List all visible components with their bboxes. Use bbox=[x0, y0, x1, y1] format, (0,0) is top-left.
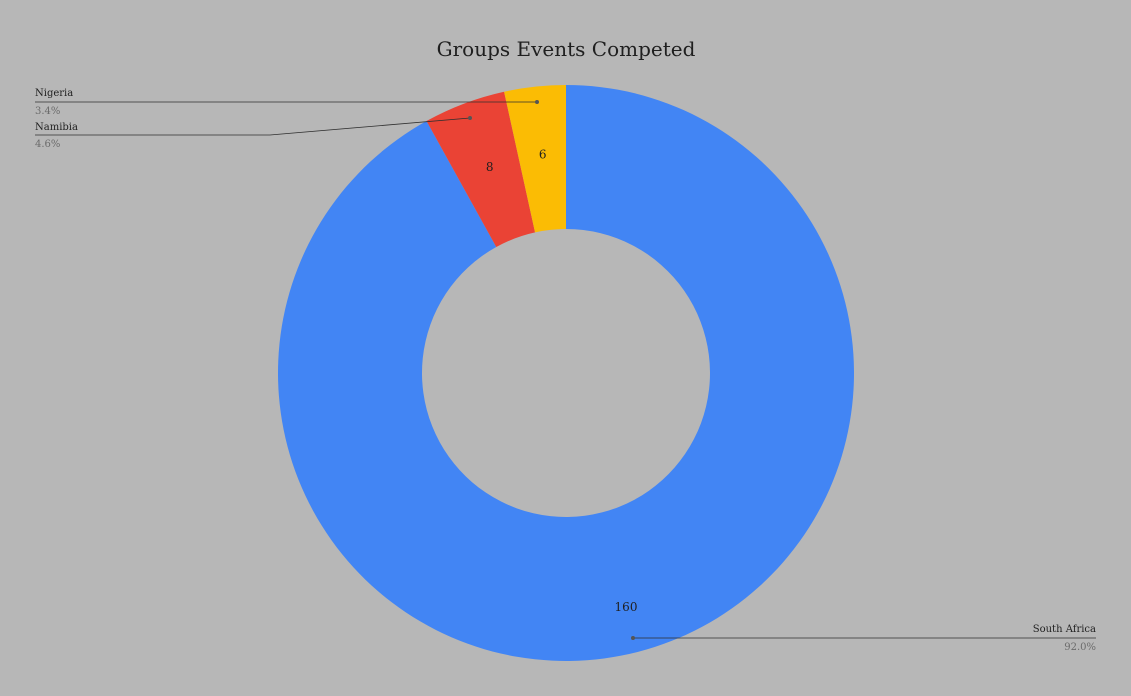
slice-callouts: South Africa 92.0% Namibia 4.6% Nigeria 3.4% bbox=[35, 88, 1096, 653]
callout-label-nigeria: Nigeria bbox=[35, 88, 73, 99]
chart-title: Groups Events Competed bbox=[437, 37, 696, 61]
callout-percent-south-africa: 92.0% bbox=[1064, 642, 1096, 653]
slice-value-labels: 160 8 6 bbox=[486, 147, 638, 614]
leader-dot-nigeria bbox=[535, 100, 539, 104]
slice-namibia bbox=[426, 91, 536, 248]
leader-line-namibia bbox=[35, 117, 471, 136]
callout-percent-namibia: 4.6% bbox=[35, 139, 60, 150]
value-label-namibia: 8 bbox=[486, 160, 494, 174]
value-label-nigeria: 6 bbox=[539, 147, 547, 161]
slice-south-africa bbox=[277, 85, 854, 661]
leader-dot-namibia bbox=[468, 116, 472, 120]
callout-label-namibia: Namibia bbox=[35, 122, 78, 133]
donut-slices bbox=[277, 85, 854, 661]
value-label-south-africa: 160 bbox=[615, 600, 638, 614]
leader-dot-south-africa bbox=[631, 636, 635, 640]
callout-label-south-africa: South Africa bbox=[1033, 624, 1096, 635]
slice-nigeria bbox=[504, 85, 566, 233]
callout-percent-nigeria: 3.4% bbox=[35, 106, 60, 117]
